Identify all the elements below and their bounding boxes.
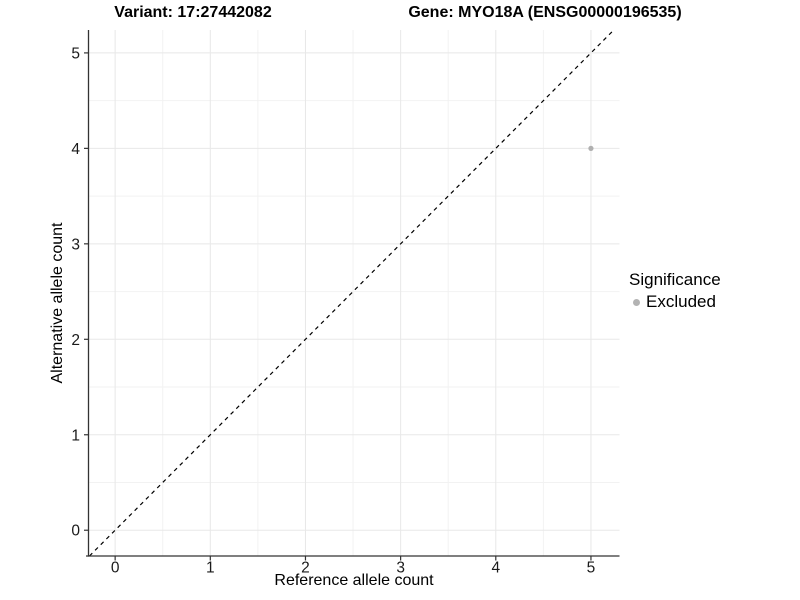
identity-line [89,29,615,557]
x-tick-label: 5 [587,560,596,577]
x-tick-label: 1 [206,560,215,577]
x-tick-label: 0 [111,560,120,577]
legend-item-excluded: Excluded [629,292,721,312]
y-tick-label: 0 [71,523,80,540]
y-tick-label: 1 [71,427,80,444]
y-tick-label: 2 [71,332,80,349]
legend-item-label: Excluded [646,292,716,311]
gene-title: Gene: MYO18A (ENSG00000196535) [408,4,682,21]
y-tick-label: 3 [71,236,80,253]
x-axis-title: Reference allele count [274,572,434,589]
data-point [588,145,594,151]
x-tick-label: 3 [396,560,405,577]
excluded-point-icon [633,298,640,306]
x-tick-label: 4 [491,560,500,577]
y-axis-title: Alternative allele count [49,222,66,384]
legend: Significance Excluded [629,270,721,312]
y-tick-label: 4 [71,141,80,158]
variant-title: Variant: 17:27442082 [114,4,272,21]
legend-title: Significance [629,270,721,289]
y-tick-label: 5 [71,45,80,62]
x-tick-label: 2 [301,560,310,577]
